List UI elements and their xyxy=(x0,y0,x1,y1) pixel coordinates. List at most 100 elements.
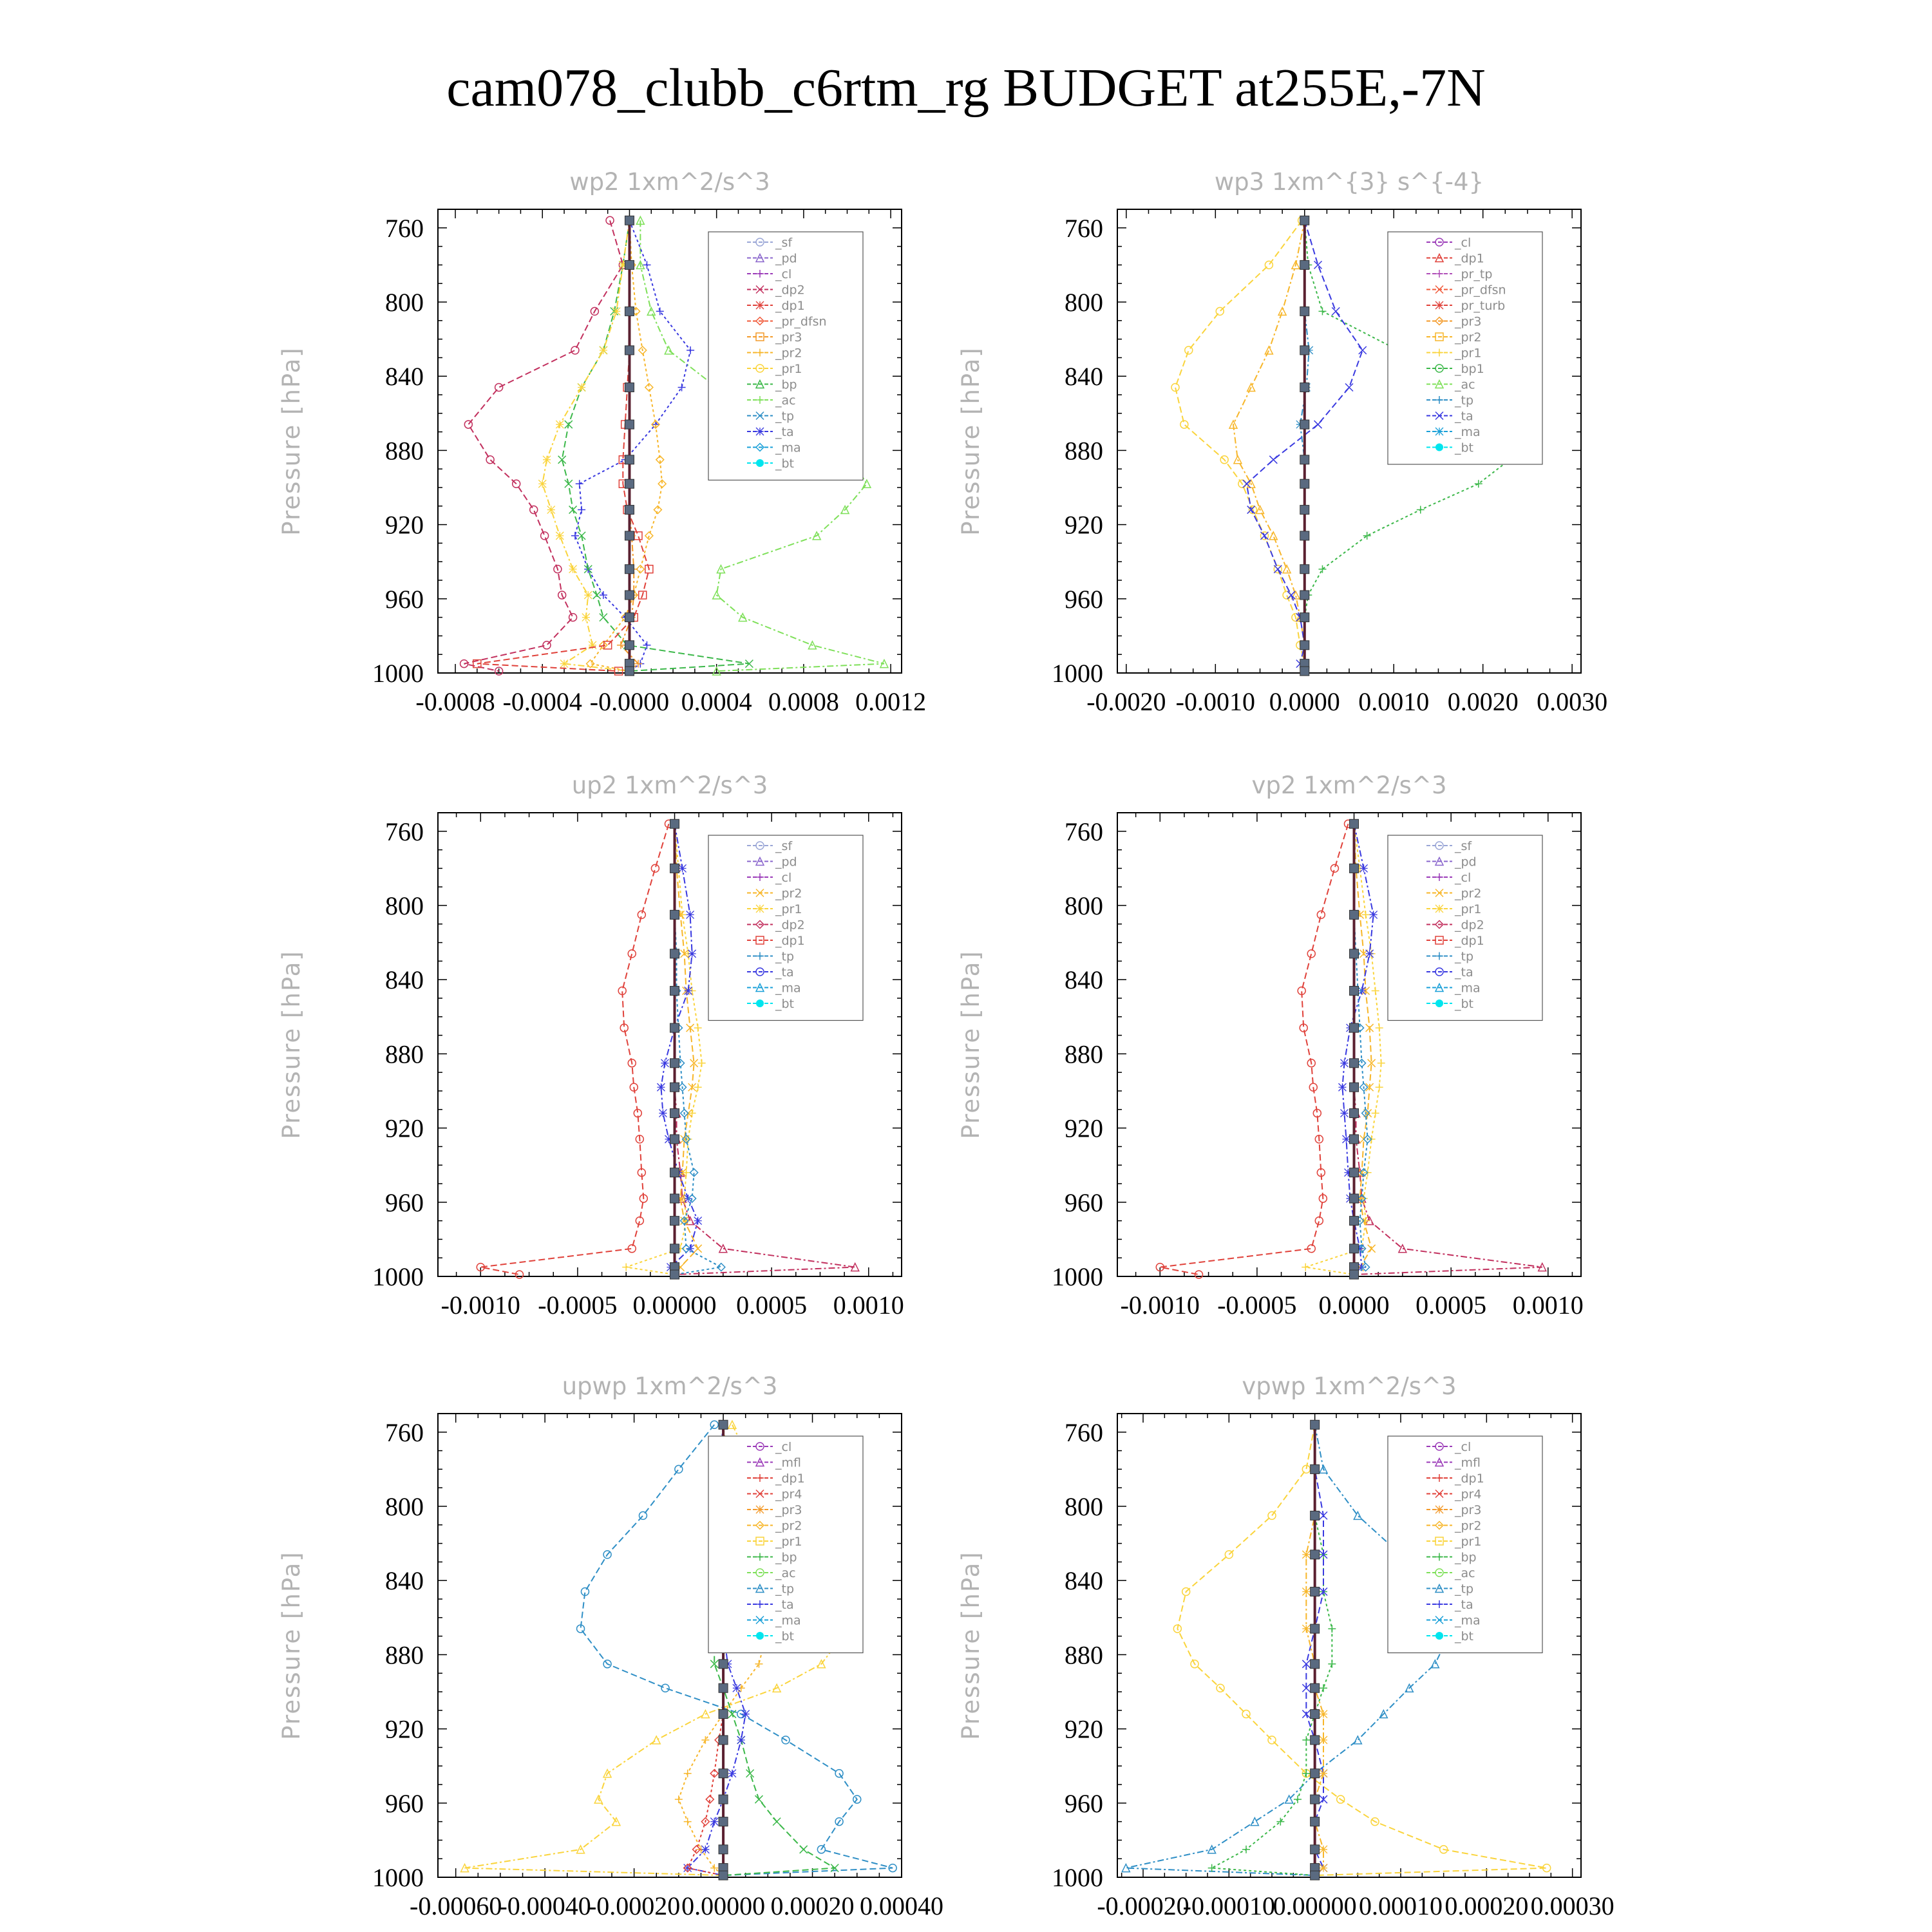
data-point xyxy=(744,659,753,668)
legend-entry: _dp2 xyxy=(1426,918,1484,933)
data-point xyxy=(1371,1109,1379,1117)
data-point xyxy=(602,1768,612,1778)
data-point xyxy=(665,1135,673,1144)
legend-entry: _pr1 xyxy=(747,1535,802,1549)
legend-entry: _bt xyxy=(1426,997,1473,1011)
legend-box xyxy=(708,231,864,481)
legend-entry: _ta xyxy=(747,425,794,439)
legend-entry: _pr4 xyxy=(1426,1488,1481,1502)
data-point xyxy=(1294,1795,1302,1804)
x-tick-label: -0.0000 xyxy=(590,687,669,716)
legend-entry: _pr_turb xyxy=(1426,299,1505,313)
data-point xyxy=(1228,419,1238,429)
data-point xyxy=(677,383,686,392)
legend-label: _ma xyxy=(775,1614,801,1628)
data-point xyxy=(684,987,693,995)
data-point xyxy=(1319,1511,1328,1520)
legend-label: _tp xyxy=(775,410,794,424)
legend-entry: _bt xyxy=(1426,441,1473,455)
data-point xyxy=(682,1168,690,1177)
legend-label: _pr_dfsn xyxy=(1454,283,1506,298)
legend-entry: _ta xyxy=(747,965,794,980)
data-point xyxy=(1361,1108,1370,1118)
y-tick-label: 760 xyxy=(385,214,424,243)
data-point xyxy=(1375,1024,1383,1032)
data-point xyxy=(692,1844,701,1854)
legend-entry: _dp1 xyxy=(747,1472,805,1486)
data-point xyxy=(459,659,469,668)
legend-label: _bp xyxy=(1454,1551,1477,1565)
zero-marker xyxy=(1300,640,1310,650)
data-point xyxy=(1267,1736,1276,1745)
data-point xyxy=(686,1023,695,1032)
data-point xyxy=(681,1244,691,1253)
y-tick-label: 800 xyxy=(1065,288,1103,317)
data-point xyxy=(635,1135,645,1144)
data-point xyxy=(850,1262,860,1272)
data-point xyxy=(808,640,817,650)
data-point xyxy=(656,307,664,316)
data-point xyxy=(1277,306,1287,316)
data-point xyxy=(1216,1683,1225,1692)
data-point xyxy=(738,612,748,622)
data-point xyxy=(1190,1660,1199,1669)
data-point xyxy=(1121,1862,1131,1873)
legend-entry: _pr2 xyxy=(747,346,802,361)
data-point xyxy=(1299,1023,1308,1032)
data-point xyxy=(1242,1709,1251,1719)
data-point xyxy=(683,1864,692,1873)
data-point xyxy=(1273,564,1282,574)
plot-frame xyxy=(437,209,902,674)
data-point xyxy=(1297,986,1306,996)
legend-label: _ma xyxy=(1454,425,1481,439)
y-tick-label: 920 xyxy=(385,1114,424,1143)
legend-label: _pr2 xyxy=(1454,887,1481,901)
data-point xyxy=(622,1263,630,1271)
legend-label: _ma xyxy=(1454,1614,1481,1628)
y-tick-label: 880 xyxy=(385,436,424,465)
data-point xyxy=(598,640,608,650)
legend-label: _tp xyxy=(775,950,794,964)
zero-marker xyxy=(670,1082,680,1092)
data-point xyxy=(716,1262,726,1272)
data-point xyxy=(658,479,667,489)
legend-entry: _dp1 xyxy=(1426,1472,1484,1486)
data-point xyxy=(1242,1845,1250,1853)
legend-label: _pr2 xyxy=(1454,1519,1481,1533)
data-point xyxy=(618,986,627,996)
legend-entry: _ta xyxy=(1426,1598,1473,1612)
zero-marker xyxy=(1300,382,1310,392)
data-point xyxy=(1242,479,1251,488)
data-point xyxy=(1302,1263,1310,1271)
x-tick-label: -0.00040 xyxy=(498,1891,591,1920)
chart-panel-5: upwp 1xm^2/s^3 Pressure [hPa] 760 800 840 880… xyxy=(278,1372,943,1920)
data-point xyxy=(1318,1464,1329,1474)
legend-label: _mfl xyxy=(1454,1456,1481,1470)
zero-marker xyxy=(1300,612,1310,623)
data-point xyxy=(694,1217,703,1226)
data-point xyxy=(688,1109,696,1117)
data-point xyxy=(1361,986,1370,996)
legend-entry: _ma xyxy=(747,441,801,455)
legend-entry: _bt xyxy=(747,997,794,1011)
page-title: cam078_clubb_c6rtm_rg BUDGET at255E,-7N xyxy=(446,58,1486,118)
chart-panel-1: wp2 1xm^2/s^3 Pressure [hPa] 760 800 840 880 9… xyxy=(278,168,926,716)
zero-marker xyxy=(624,590,634,600)
data-point xyxy=(772,1683,782,1692)
data-point xyxy=(888,1863,897,1873)
zero-marker xyxy=(670,1168,680,1178)
legend-entry: _pr2 xyxy=(1426,1519,1481,1533)
legend-entry: _pr1 xyxy=(1426,346,1481,361)
data-point xyxy=(569,565,578,574)
y-tick-label: 960 xyxy=(1065,1789,1103,1818)
data-point xyxy=(1171,383,1180,392)
series-line xyxy=(1353,824,1368,1275)
legend-label: _sf xyxy=(775,839,793,853)
data-point xyxy=(716,564,726,574)
data-point xyxy=(690,1059,699,1068)
data-point xyxy=(1314,420,1323,429)
legend-label: _ta xyxy=(775,1598,794,1612)
data-point xyxy=(542,641,551,650)
y-axis-label: Pressure [hPa] xyxy=(278,1551,305,1739)
data-point xyxy=(679,1216,689,1226)
